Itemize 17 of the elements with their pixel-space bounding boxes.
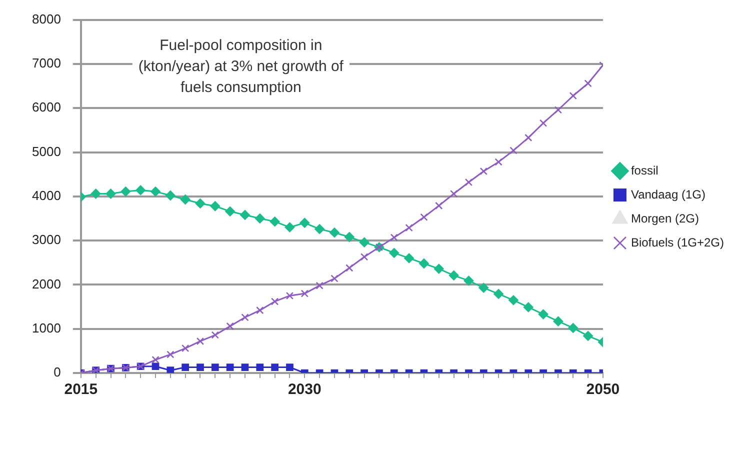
legend-label: Morgen (2G) — [630, 211, 699, 226]
text: Fuel-pool composition in (kton/year) at 3% net growth of fuels consumption — [138, 36, 344, 96]
y-tick-label: 5000 — [32, 144, 61, 159]
legend-label: fossil — [630, 163, 658, 178]
y-tick-label: 8000 — [32, 11, 61, 26]
y-tick-label: 7000 — [32, 56, 61, 71]
legend-label: Biofuels (1G+2G) — [630, 235, 724, 250]
x-tick-label: 2050 — [586, 381, 620, 398]
x-tick-label: 2015 — [64, 381, 98, 398]
y-tick-label: 4000 — [32, 188, 61, 203]
y-tick-label: 2000 — [32, 276, 61, 292]
y-tick-label: 6000 — [32, 100, 61, 115]
y-tick-label: 0 — [54, 364, 61, 380]
x-tick-label: 2030 — [288, 381, 322, 398]
legend-label: Vandaag (1G) — [630, 187, 706, 202]
y-tick-label: 3000 — [32, 232, 61, 248]
y-tick-label: 1000 — [32, 320, 61, 336]
